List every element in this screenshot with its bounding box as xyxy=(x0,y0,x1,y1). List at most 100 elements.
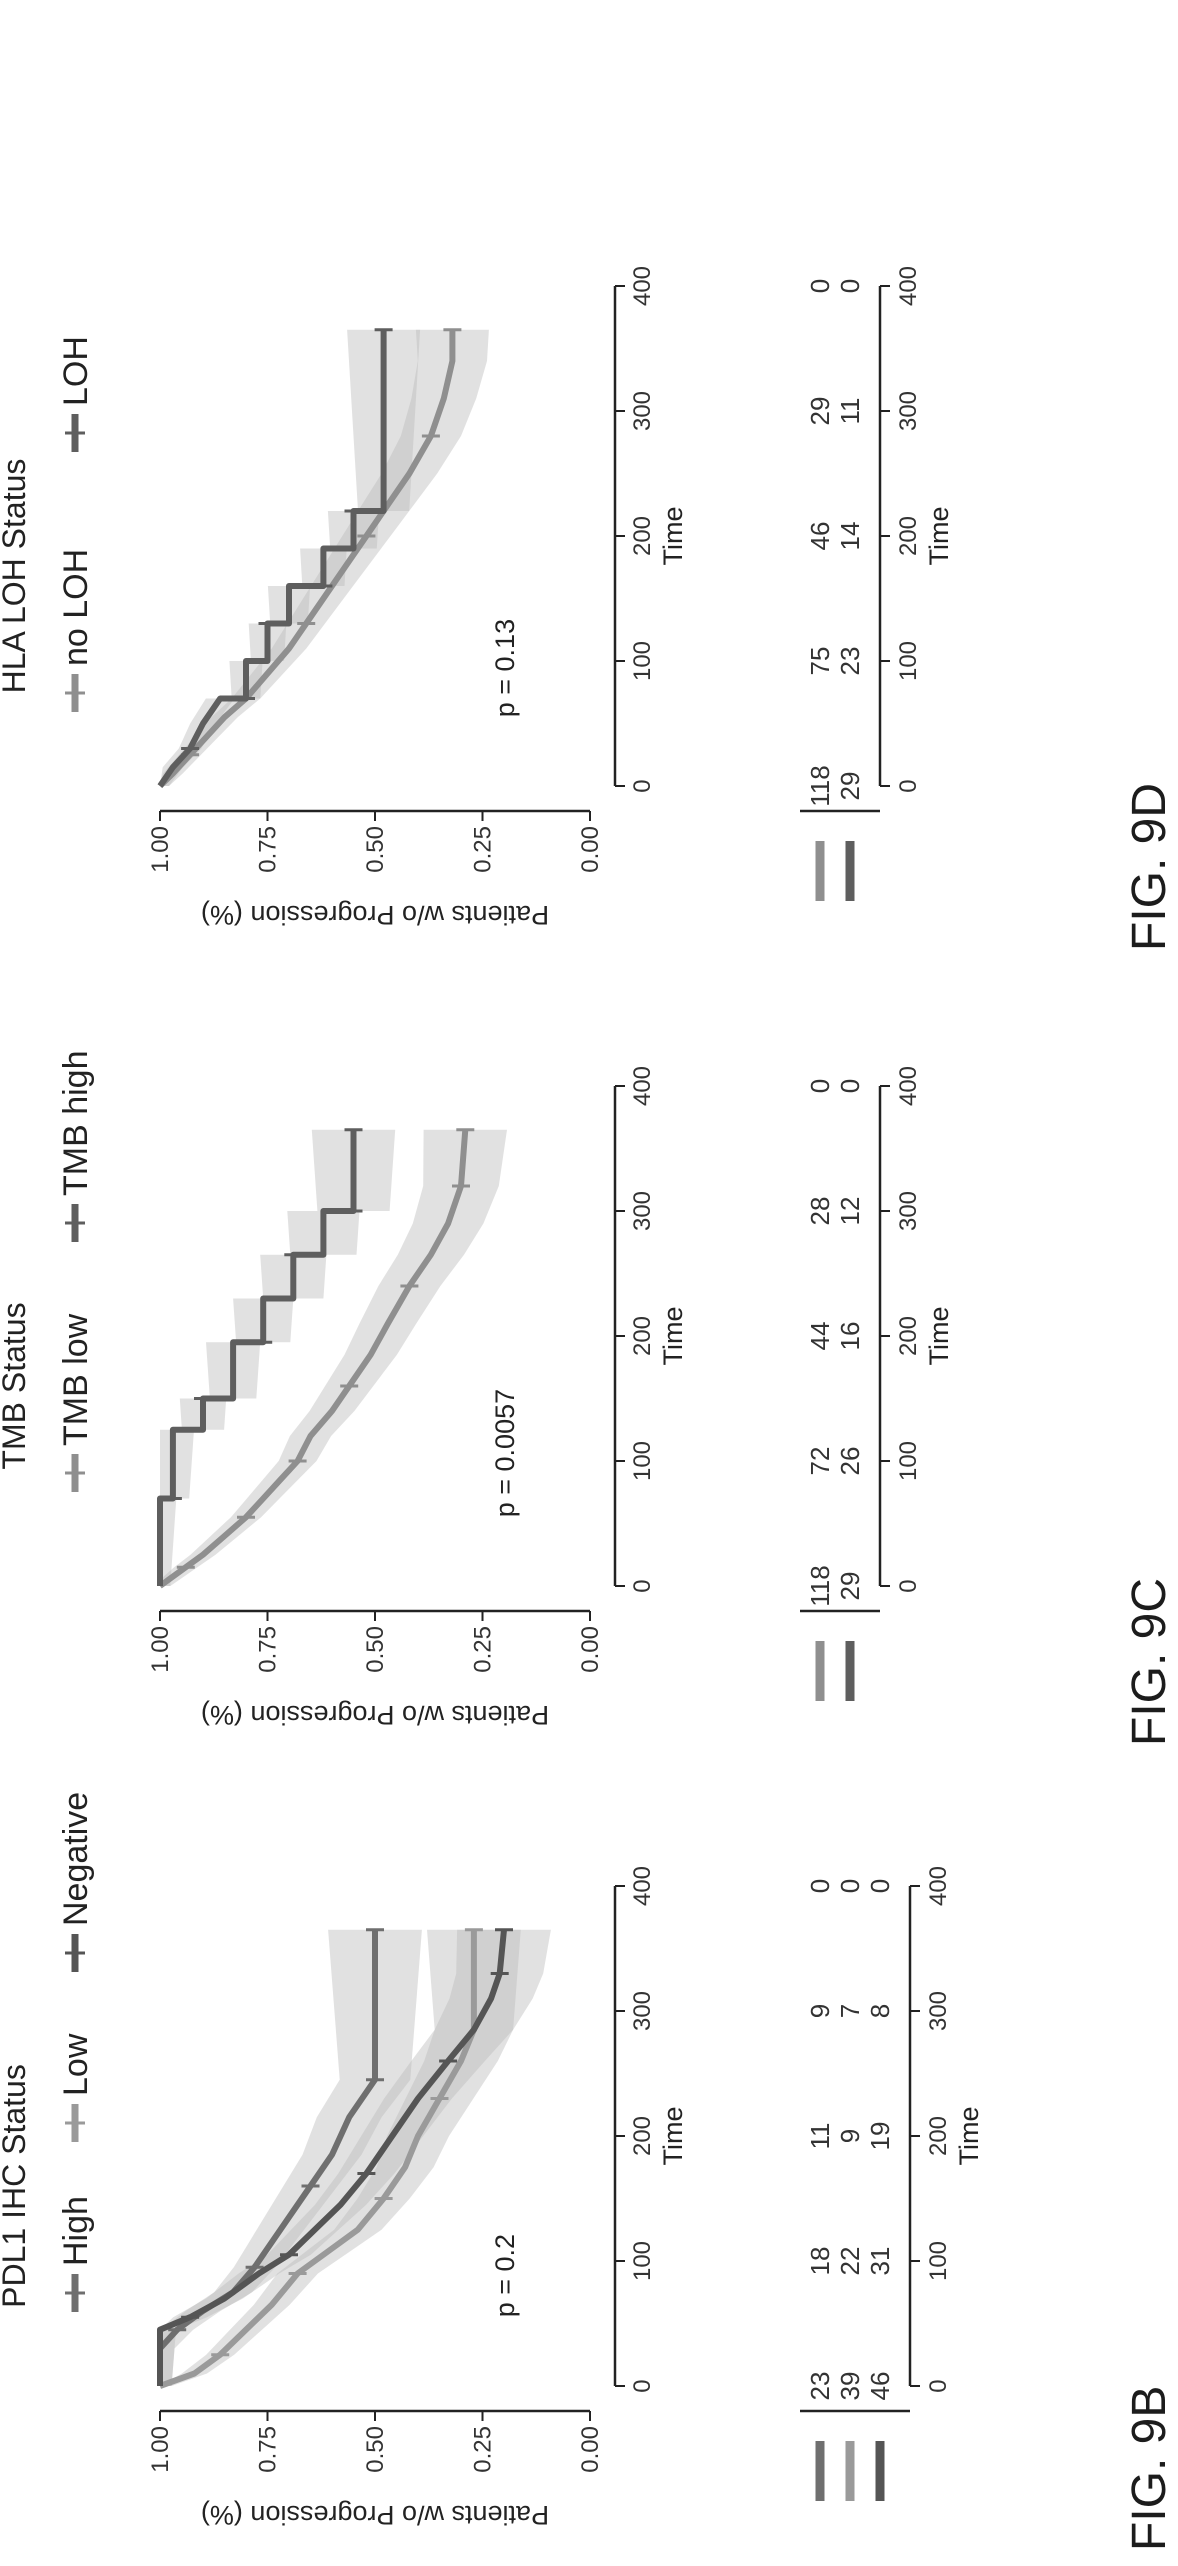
survival-curve xyxy=(157,1129,357,1586)
legend-item: LOH xyxy=(57,336,95,452)
y-tick-label: 0.25 xyxy=(470,1626,497,1673)
x-tick-label: 300 xyxy=(629,1991,656,2031)
y-axis-label: Patients w/o Progression (%) xyxy=(201,900,549,930)
confidence-band xyxy=(160,1129,507,1586)
x-tick-label: 0 xyxy=(629,2379,656,2392)
legend-label: no LOH xyxy=(57,549,95,666)
risk-x-tick-label: 400 xyxy=(925,1866,952,1906)
y-tick-label: 0.50 xyxy=(362,826,389,873)
confidence-band xyxy=(160,1929,422,2386)
y-tick-label: 0.00 xyxy=(577,826,604,873)
risk-count: 23 xyxy=(835,647,865,676)
risk-count: 0 xyxy=(805,1079,835,1093)
y-tick-label: 0.50 xyxy=(362,2426,389,2473)
legend-title: PDL1 IHC Status xyxy=(0,2064,32,2308)
survival-curve xyxy=(158,1929,477,2389)
legend-title: HLA LOH Status xyxy=(0,459,32,694)
risk-x-tick-label: 200 xyxy=(895,516,922,556)
legend-label: Negative xyxy=(57,1792,95,1926)
risk-count: 44 xyxy=(805,1322,835,1351)
risk-count: 14 xyxy=(835,522,865,551)
risk-x-axis-label: Time xyxy=(924,507,954,566)
risk-x-tick-label: 100 xyxy=(895,641,922,681)
y-tick-label: 0.00 xyxy=(577,2426,604,2473)
legend-item: TMB low xyxy=(57,1313,95,1492)
x-tick-label: 400 xyxy=(629,1866,656,1906)
risk-x-tick-label: 300 xyxy=(925,1991,952,2031)
legend-item: TMB high xyxy=(57,1051,95,1242)
confidence-band xyxy=(160,1129,396,1586)
risk-count: 11 xyxy=(835,398,865,425)
figure-label: FIG. 9D xyxy=(1123,783,1176,951)
risk-x-tick-label: 0 xyxy=(895,779,922,792)
y-tick-label: 0.25 xyxy=(470,2426,497,2473)
risk-count: 0 xyxy=(835,279,865,293)
risk-x-tick-label: 0 xyxy=(925,2379,952,2392)
x-tick-label: 400 xyxy=(629,1066,656,1106)
risk-count: 29 xyxy=(835,772,865,801)
x-tick-label: 100 xyxy=(629,641,656,681)
x-axis-label: Time xyxy=(658,2107,688,2166)
figure-label: FIG. 9C xyxy=(1123,1578,1176,1746)
risk-count: 0 xyxy=(865,1879,895,1893)
y-tick-label: 1.00 xyxy=(147,1626,174,1673)
risk-count: 72 xyxy=(805,1447,835,1476)
p-value: p = 0.13 xyxy=(490,619,520,717)
risk-x-tick-label: 100 xyxy=(895,1441,922,1481)
risk-x-axis-label: Time xyxy=(954,2107,984,2166)
risk-x-tick-label: 200 xyxy=(925,2116,952,2156)
risk-count: 18 xyxy=(805,2247,835,2276)
legend-label: Low xyxy=(57,2033,95,2096)
legend-item: no LOH xyxy=(57,549,95,712)
risk-count: 118 xyxy=(805,1565,835,1606)
legend-title: TMB Status xyxy=(0,1302,32,1469)
x-tick-label: 300 xyxy=(629,391,656,431)
p-value: p = 0.2 xyxy=(490,2234,520,2317)
risk-x-tick-label: 100 xyxy=(925,2241,952,2281)
survival-curve xyxy=(157,1929,378,2386)
y-tick-label: 0.75 xyxy=(255,2426,282,2473)
risk-x-tick-label: 400 xyxy=(895,1066,922,1106)
x-tick-label: 200 xyxy=(629,516,656,556)
confidence-band xyxy=(160,329,489,786)
risk-count: 16 xyxy=(835,1322,865,1351)
y-axis-label: Patients w/o Progression (%) xyxy=(201,2500,549,2530)
x-tick-label: 0 xyxy=(629,1579,656,1592)
x-tick-label: 100 xyxy=(629,2241,656,2281)
x-tick-label: 200 xyxy=(629,2116,656,2156)
y-axis-label: Patients w/o Progression (%) xyxy=(201,1700,549,1730)
risk-x-tick-label: 400 xyxy=(895,266,922,306)
risk-count: 11 xyxy=(805,2123,835,2150)
risk-count: 39 xyxy=(835,2372,865,2401)
risk-count: 75 xyxy=(805,647,835,676)
risk-count: 9 xyxy=(835,2129,865,2143)
y-tick-label: 1.00 xyxy=(147,2426,174,2473)
legend-item: Negative xyxy=(57,1792,95,1972)
risk-count: 46 xyxy=(865,2372,895,2401)
risk-count: 29 xyxy=(805,397,835,426)
risk-count: 0 xyxy=(835,1079,865,1093)
risk-x-axis-label: Time xyxy=(924,1307,954,1366)
confidence-band xyxy=(160,329,421,786)
risk-count: 8 xyxy=(865,2004,895,2018)
figure-label: FIG. 9B xyxy=(1123,2386,1176,2551)
risk-x-tick-label: 0 xyxy=(895,1579,922,1592)
survival-curve xyxy=(158,1129,469,1589)
x-tick-label: 400 xyxy=(629,266,656,306)
x-tick-label: 200 xyxy=(629,1316,656,1356)
confidence-band xyxy=(160,1929,521,2386)
risk-count: 118 xyxy=(805,765,835,806)
y-tick-label: 0.00 xyxy=(577,1626,604,1673)
legend-item: High xyxy=(57,2196,95,2312)
survival-curve xyxy=(157,329,456,789)
legend-label: TMB low xyxy=(57,1313,95,1446)
y-tick-label: 0.50 xyxy=(362,1626,389,1673)
km-panel-3: FIG. 9D HLA LOH Status no LOH LOH 0.00 0.25 0.… xyxy=(0,266,1176,951)
km-panel-2: FIG. 9C TMB Status TMB low TMB high 0.00 0.25… xyxy=(0,1051,1176,1747)
risk-x-tick-label: 300 xyxy=(895,391,922,431)
x-tick-label: 0 xyxy=(629,779,656,792)
risk-count: 28 xyxy=(805,1197,835,1226)
x-tick-label: 300 xyxy=(629,1191,656,1231)
legend-label: TMB high xyxy=(57,1051,95,1197)
